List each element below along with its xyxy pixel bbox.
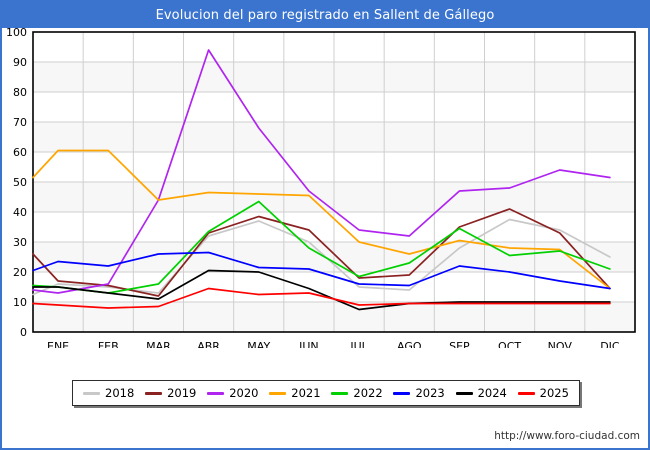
legend-label: 2018 [105,386,135,400]
legend-item-2021[interactable]: 2021 [269,386,321,400]
svg-text:80: 80 [13,86,27,99]
legend-swatch-icon [393,391,411,395]
legend-swatch-icon [455,391,473,395]
page-title: Evolucion del paro registrado en Sallent… [155,7,495,23]
series-line-2024 [32,269,611,311]
svg-text:40: 40 [13,206,27,219]
svg-text:0: 0 [20,326,27,339]
svg-text:20: 20 [13,266,27,279]
legend-label: 2023 [415,386,445,400]
svg-text:30: 30 [13,236,27,249]
source-url: http://www.foro-ciudad.com [494,430,640,442]
series-line-2020 [32,49,611,294]
legend-item-2020[interactable]: 2020 [207,386,258,400]
svg-text:ABR: ABR [197,340,220,348]
series-line-2018 [32,218,611,296]
chart-legend: 2018 2019 2020 2021 2022 2023 2024 2025 [72,380,580,406]
legend-label: 2019 [167,386,197,400]
series-line-2025 [32,287,611,309]
svg-text:AGO: AGO [397,340,422,348]
svg-text:60: 60 [13,146,27,159]
legend-item-2019[interactable]: 2019 [145,386,196,400]
legend-swatch-icon [83,391,100,395]
svg-text:90: 90 [13,56,27,69]
legend-label: 2020 [229,386,259,400]
svg-text:MAR: MAR [146,340,171,348]
svg-text:100: 100 [6,28,27,39]
svg-text:OCT: OCT [498,340,521,348]
plot-area: 0 10 20 30 40 50 60 70 80 90 100 ENE FEB MAR ABR MAY JUN… [2,28,648,348]
svg-text:10: 10 [13,296,27,309]
legend-item-2023[interactable]: 2023 [393,386,445,400]
legend-swatch-icon [517,391,535,395]
legend-label: 2025 [539,386,569,400]
svg-text:MAY: MAY [247,340,270,348]
svg-text:FEB: FEB [98,340,119,348]
svg-text:SEP: SEP [449,340,470,348]
svg-text:70: 70 [13,116,27,129]
svg-text:JUN: JUN [298,340,319,348]
legend-swatch-icon [207,391,225,395]
legend-label: 2022 [353,386,383,400]
legend-label: 2024 [477,386,507,400]
series-line-2021 [32,149,611,290]
legend-label: 2021 [291,386,321,400]
svg-text:50: 50 [13,176,27,189]
svg-text:DIC: DIC [600,340,620,348]
svg-text:JUL: JUL [349,340,368,348]
series-line-2019 [32,208,611,297]
series-line-2023 [32,251,611,290]
legend-item-2022[interactable]: 2022 [331,386,383,400]
svg-text:ENE: ENE [47,340,69,348]
legend-item-2025[interactable]: 2025 [517,386,569,400]
legend-swatch-icon [269,391,287,395]
legend-swatch-icon [145,391,163,395]
svg-text:NOV: NOV [548,340,573,348]
title-bar: Evolucion del paro registrado en Sallent… [2,2,648,28]
line-chart: 0 10 20 30 40 50 60 70 80 90 100 ENE FEB MAR ABR MAY JUN… [6,28,636,348]
legend-swatch-icon [331,391,349,395]
legend-item-2024[interactable]: 2024 [455,386,507,400]
legend-item-2018[interactable]: 2018 [83,386,134,400]
